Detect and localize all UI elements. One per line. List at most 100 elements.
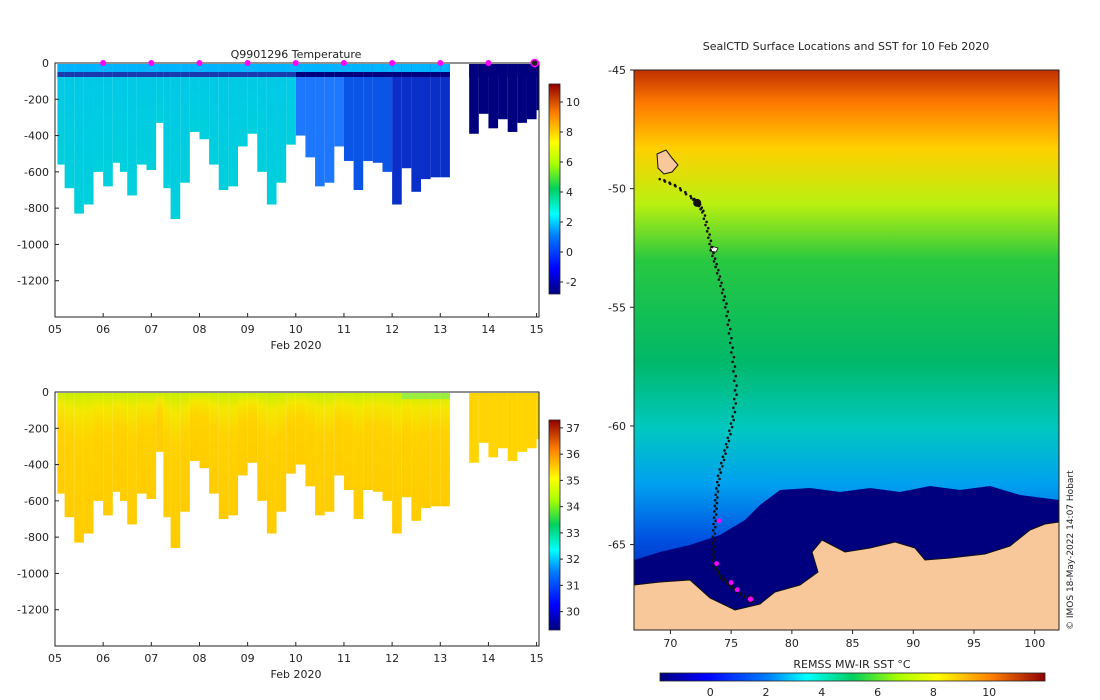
track-point <box>733 389 737 392</box>
track-point <box>706 226 710 230</box>
profile-column <box>517 393 527 452</box>
colorbar-tick-label: 4 <box>566 186 573 199</box>
profile-column <box>498 64 508 120</box>
y-tick-label: -800 <box>24 202 49 215</box>
profile-column <box>228 64 239 187</box>
profile-column <box>295 64 306 136</box>
track-point <box>735 393 738 396</box>
x-tick-label: 05 <box>48 652 62 665</box>
profile-column <box>507 393 518 461</box>
cold-layer <box>93 72 104 77</box>
map-x-tick-label: 70 <box>663 637 677 650</box>
track-point <box>713 532 717 535</box>
cold-layer <box>209 72 219 77</box>
salinity-axes-frame <box>54 391 540 647</box>
track-point <box>726 310 730 313</box>
track-point <box>732 418 736 422</box>
track-point <box>710 548 714 551</box>
profile-column <box>536 393 539 440</box>
profile-column <box>401 64 412 169</box>
profile-column <box>324 64 335 183</box>
profile-column <box>430 393 441 507</box>
x-tick-label: 09 <box>241 652 255 665</box>
temperature-x-label: Feb 2020 <box>271 339 322 352</box>
surface-layer <box>120 64 128 72</box>
track-point <box>684 192 688 196</box>
cold-layer <box>127 72 137 77</box>
surface-layer <box>93 64 104 72</box>
track-point <box>726 436 730 440</box>
surface-layer <box>363 64 373 72</box>
profile-marker <box>437 60 444 66</box>
profile-column <box>112 393 121 492</box>
salinity-profiles <box>57 393 539 549</box>
profile-column <box>74 393 84 543</box>
surface-layer <box>136 64 147 72</box>
profile-column <box>170 64 181 220</box>
sst-colorbar-ticks: 0 2 4 6 8 10 <box>707 686 996 699</box>
track-point <box>713 257 717 260</box>
profile-column <box>401 393 412 498</box>
profile-column <box>189 64 200 132</box>
map-x-tick-label: 75 <box>724 637 738 650</box>
profile-column <box>156 64 164 123</box>
cold-layer <box>469 72 479 77</box>
cold-layer <box>382 72 393 77</box>
track-cluster <box>693 198 702 207</box>
colorbar-tick-label: 30 <box>566 606 580 619</box>
cold-layer <box>334 72 344 77</box>
surface-layer <box>507 64 518 72</box>
salinity-panel: 05 06 07 08 09 10 11 12 13 14 15 0 -200 -400 -600 -800… <box>17 386 580 681</box>
y-tick-label: -1200 <box>17 604 49 617</box>
profile-marker <box>100 60 107 66</box>
track-point <box>738 593 742 596</box>
sst-colorbar-tick-label: 10 <box>982 686 996 699</box>
profile-column <box>257 393 267 501</box>
profile-column <box>136 64 147 165</box>
track-point <box>714 265 717 269</box>
track-point <box>712 260 716 263</box>
profile-column <box>334 393 344 476</box>
highlight-point <box>728 580 734 585</box>
track-point <box>719 461 723 465</box>
surface-layer <box>305 64 316 72</box>
track-point <box>718 468 721 471</box>
surface-layer <box>180 64 190 72</box>
salinity-x-ticks: 05 06 07 08 09 10 11 12 13 14 15 <box>48 642 544 665</box>
track-point <box>720 281 723 285</box>
cold-layer <box>238 72 248 77</box>
surface-layer <box>112 64 121 72</box>
fresh-surface-layer <box>411 393 422 399</box>
profile-column <box>276 393 287 512</box>
cold-layer <box>163 72 171 77</box>
salinity-colorbar-ticks: 37 36 35 34 33 32 31 30 <box>560 422 580 619</box>
sst-colorbar-tick-label: 6 <box>874 686 881 699</box>
profile-column <box>163 64 171 189</box>
profile-column <box>57 64 65 165</box>
profile-column <box>276 64 287 183</box>
y-tick-label: -800 <box>24 531 49 544</box>
x-tick-label: 05 <box>48 323 62 336</box>
temperature-colorbar <box>548 83 561 295</box>
cold-layer <box>57 72 65 77</box>
profile-marker <box>244 60 251 66</box>
colorbar-tick-label: 31 <box>566 579 580 592</box>
track-point <box>727 439 731 443</box>
fresh-surface-layer <box>440 393 450 399</box>
map-x-tick-label: 85 <box>846 637 860 650</box>
surface-layer <box>421 64 431 72</box>
highlight-point <box>746 595 755 603</box>
map-x-tick-label: 100 <box>1024 637 1045 650</box>
surface-layer <box>401 64 412 72</box>
cold-layer <box>478 72 489 77</box>
track-point <box>708 242 711 246</box>
sst-colorbar-tick-label: 8 <box>930 686 937 699</box>
track-point <box>733 365 737 368</box>
surface-layer <box>372 64 383 72</box>
x-tick-label: 14 <box>481 652 495 665</box>
track-point <box>732 355 736 359</box>
track-point <box>703 214 707 217</box>
track-point <box>731 415 734 418</box>
profile-column <box>64 393 75 518</box>
highlight-point <box>714 561 719 566</box>
